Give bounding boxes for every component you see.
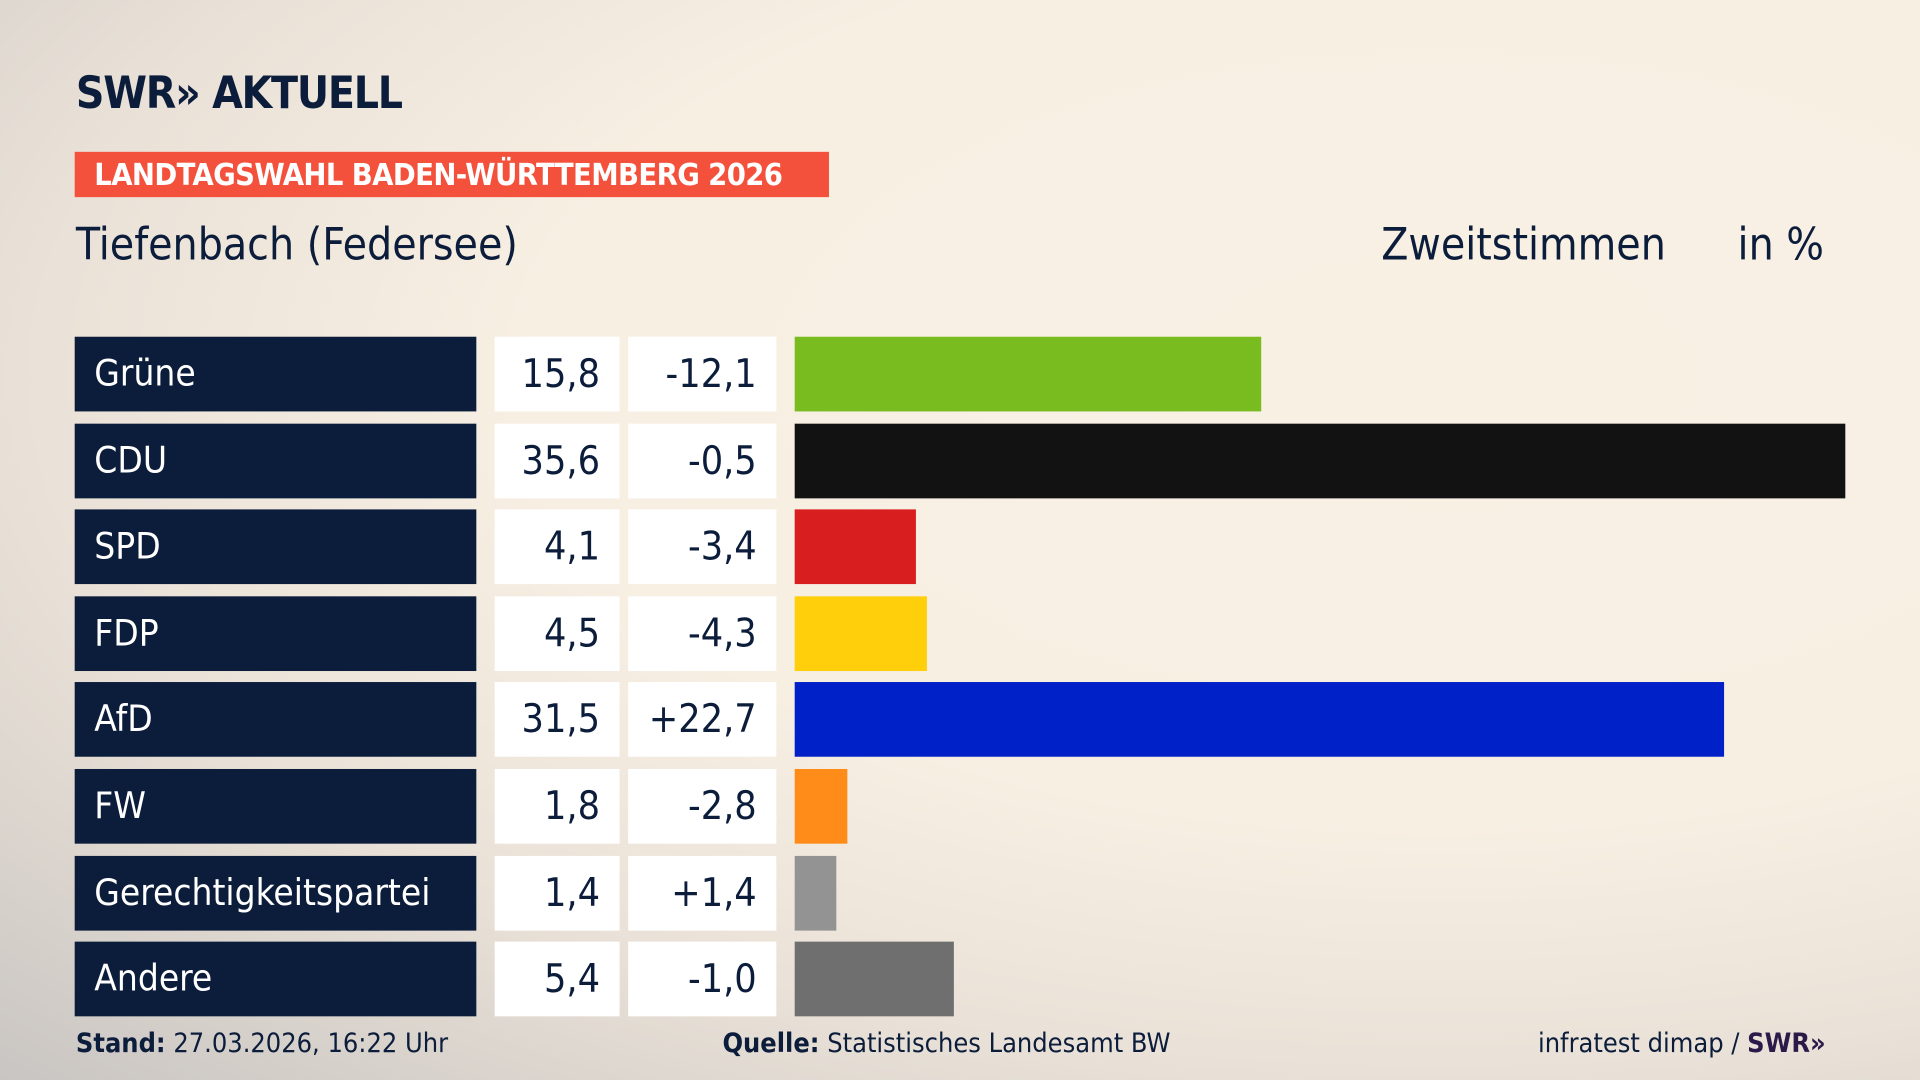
value-label: 35,6 <box>494 423 620 498</box>
metric-label: Zweitstimmen <box>1381 220 1666 271</box>
party-bar <box>794 941 955 1017</box>
party-label: AfD <box>74 682 477 758</box>
party-label: Grüne <box>74 336 477 412</box>
change-label: -4,3 <box>628 596 777 671</box>
change-label: -0,5 <box>628 423 777 498</box>
stand-label: Stand: <box>75 1028 166 1060</box>
change-label: +1,4 <box>628 855 777 931</box>
party-label: FW <box>74 768 477 844</box>
party-bar <box>794 509 916 585</box>
change-label: -1,0 <box>628 941 777 1017</box>
party-row: SPD 4,1 -3,4 <box>0 509 1920 585</box>
change-label: -3,4 <box>628 509 777 585</box>
swr-logo: SWR» <box>1747 1028 1826 1060</box>
party-label: SPD <box>74 509 477 585</box>
stand-value: 27.03.2026, 16:22 Uhr <box>173 1028 449 1060</box>
party-bar <box>794 855 837 931</box>
party-label: CDU <box>74 423 477 498</box>
value-label: 1,4 <box>494 855 620 931</box>
credit-text: infratest dimap / <box>1537 1028 1740 1060</box>
party-label: Andere <box>74 941 477 1017</box>
party-row: Andere 5,4 -1,0 <box>0 941 1920 1017</box>
party-label: Gerechtigkeitspartei <box>74 855 477 931</box>
party-row: FW 1,8 -2,8 <box>0 768 1920 844</box>
source-label: Quelle: <box>722 1028 820 1060</box>
unit-label: in % <box>1737 220 1824 271</box>
value-label: 15,8 <box>494 336 620 412</box>
change-label: +22,7 <box>628 682 777 758</box>
change-label: -2,8 <box>628 768 777 844</box>
credit: infratest dimap / SWR» <box>1538 1029 1826 1060</box>
value-label: 4,1 <box>494 509 620 585</box>
value-label: 4,5 <box>494 596 620 671</box>
value-label: 5,4 <box>494 941 620 1017</box>
party-row: Gerechtigkeitspartei 1,4 +1,4 <box>0 855 1920 931</box>
party-bar <box>794 596 928 671</box>
source: Quelle: Statistisches Landesamt BW <box>722 1029 1170 1060</box>
party-row: FDP 4,5 -4,3 <box>0 596 1920 671</box>
party-bar <box>794 768 848 844</box>
source-value: Statistisches Landesamt BW <box>827 1028 1171 1060</box>
swr-aktuell-logo: SWR» AKTUELL <box>75 68 403 119</box>
party-row: AfD 31,5 +22,7 <box>0 682 1920 758</box>
value-label: 31,5 <box>494 682 620 758</box>
timestamp: Stand: 27.03.2026, 16:22 Uhr <box>76 1029 448 1060</box>
party-label: FDP <box>74 596 477 671</box>
party-row: Grüne 15,8 -12,1 <box>0 336 1920 412</box>
value-label: 1,8 <box>494 768 620 844</box>
party-bar <box>794 682 1725 758</box>
place-title: Tiefenbach (Federsee) <box>75 220 518 271</box>
party-row: CDU 35,6 -0,5 <box>0 423 1920 498</box>
party-bar <box>794 423 1846 498</box>
change-label: -12,1 <box>628 336 777 412</box>
party-bar <box>794 336 1261 412</box>
election-banner: LANDTAGSWAHL BADEN-WÜRTTEMBERG 2026 <box>74 151 829 198</box>
